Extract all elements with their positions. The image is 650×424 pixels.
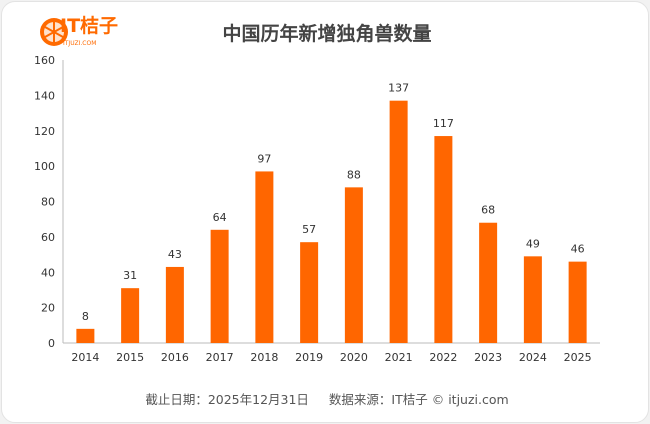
y-tick-label: 140 (34, 89, 55, 102)
bar-2025 (568, 261, 587, 343)
bar-2017 (210, 229, 229, 343)
bar-2023 (479, 222, 498, 343)
x-tick-label-2021: 2021 (385, 351, 413, 364)
x-tick-label-2014: 2014 (71, 351, 99, 364)
data-label-2023: 68 (481, 204, 495, 217)
bar-2016 (165, 266, 184, 343)
x-tick-label-2016: 2016 (161, 351, 189, 364)
bar-2014 (76, 328, 95, 343)
y-tick-label: 60 (41, 231, 55, 244)
chart-footer: 截止日期：2025年12月31日 数据来源：IT桔子 © itjuzi.com (2, 389, 650, 408)
x-tick-label-2019: 2019 (295, 351, 323, 364)
data-label-2021: 137 (388, 82, 409, 95)
y-tick-label: 20 (41, 302, 55, 315)
x-tick-label-2020: 2020 (340, 351, 368, 364)
data-label-2018: 97 (257, 152, 271, 165)
data-label-2016: 43 (168, 248, 182, 261)
chart-title: 中国历年新增独角兽数量 (222, 23, 432, 45)
x-tick-label-2023: 2023 (474, 351, 502, 364)
data-label-2024: 49 (526, 237, 540, 250)
x-tick-label-2022: 2022 (429, 351, 457, 364)
data-label-2025: 46 (571, 243, 585, 256)
y-tick-label: 80 (41, 196, 55, 209)
data-source: 数据来源：IT桔子 © itjuzi.com (328, 392, 509, 407)
bar-2022 (434, 136, 453, 343)
y-tick-label: 100 (34, 160, 55, 173)
bar-2019 (300, 242, 319, 343)
x-tick-label-2018: 2018 (250, 351, 278, 364)
y-tick-label: 40 (41, 266, 55, 279)
y-tick-label: 160 (34, 54, 55, 67)
data-label-2019: 57 (302, 223, 316, 236)
bar-2024 (523, 256, 542, 343)
orange-logo-icon (40, 18, 68, 46)
data-label-2020: 88 (347, 168, 361, 181)
bar-2020 (344, 187, 363, 343)
x-tick-label-2017: 2017 (206, 351, 234, 364)
x-tick-label-2015: 2015 (116, 351, 144, 364)
data-label-2017: 64 (213, 211, 227, 224)
data-label-2014: 8 (82, 310, 89, 323)
data-label-2022: 117 (433, 117, 454, 130)
cutoff-date: 截止日期：2025年12月31日 (145, 392, 309, 407)
x-tick-label-2025: 2025 (564, 351, 592, 364)
bar-2015 (121, 288, 140, 343)
y-tick-label: 120 (34, 125, 55, 138)
logo-subtext: ITJUZI.COM (63, 40, 97, 47)
logo-text: IT桔子 (60, 15, 119, 37)
bar-2021 (389, 100, 408, 344)
y-tick-label: 0 (48, 337, 55, 350)
data-label-2015: 31 (123, 269, 137, 282)
x-tick-label-2024: 2024 (519, 351, 547, 364)
bar-2018 (255, 171, 274, 343)
